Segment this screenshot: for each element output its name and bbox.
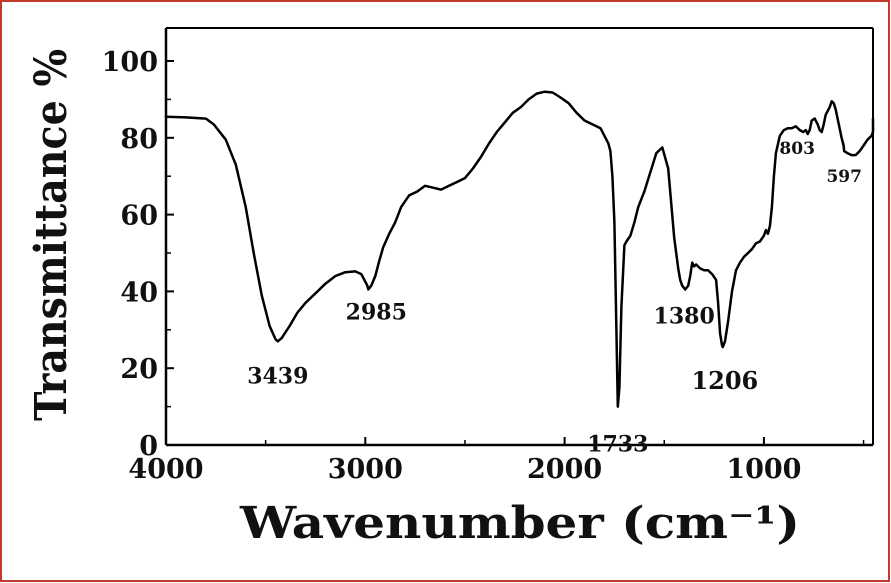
y-tick-label: 20 (120, 354, 158, 385)
peak-label-1206: 1206 (691, 366, 758, 395)
peak-label-803: 803 (779, 139, 815, 159)
y-tick-label: 40 (120, 277, 158, 308)
y-axis-title: Transmittance % (26, 49, 77, 421)
x-tick-label: 1000 (726, 454, 801, 485)
peak-label-1733: 1733 (587, 432, 648, 458)
x-tick-label: 3000 (328, 454, 403, 485)
x-tick-label: 2000 (527, 454, 602, 485)
y-tick-label: 80 (120, 124, 158, 155)
peak-label-2985: 2985 (346, 299, 407, 325)
peak-label-3439: 3439 (247, 363, 308, 389)
x-axis-title: Wavenumber (cm⁻¹) (239, 498, 800, 549)
peak-label-1380: 1380 (654, 303, 715, 329)
peak-label-597: 597 (826, 167, 862, 187)
y-tick-label: 100 (102, 47, 158, 78)
x-tick-label: 4000 (128, 454, 203, 485)
y-tick-label: 60 (120, 201, 158, 232)
